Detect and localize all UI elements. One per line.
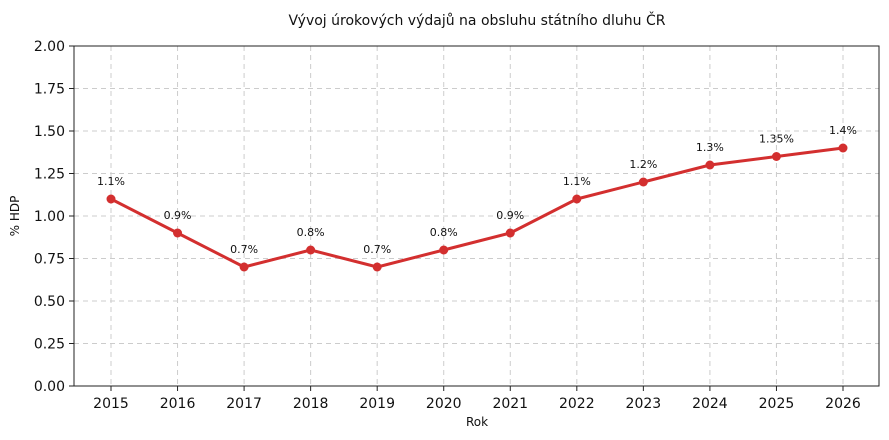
- x-tick-label: 2025: [759, 396, 795, 412]
- x-tick-label: 2024: [692, 396, 728, 412]
- data-label: 1.35%: [759, 133, 794, 146]
- x-tick-label: 2016: [160, 396, 196, 412]
- x-tick-label: 2018: [293, 396, 329, 412]
- data-labels: 1.1% 0.9% 0.7% 0.8% 0.7% 0.8% 0.9% 1.1% 1.2% 1.3%…: [97, 124, 857, 256]
- y-tick-label: 1.00: [34, 209, 65, 225]
- x-tick-label: 2020: [426, 396, 462, 412]
- x-axis: 2015 2016 2017 2018 2019 2020 2021 2022 2023 2024…: [93, 386, 861, 412]
- data-point: [705, 160, 715, 170]
- x-tick-label: 2021: [492, 396, 528, 412]
- y-tick-label: 2.00: [34, 39, 65, 55]
- y-tick-label: 0.25: [34, 337, 65, 353]
- y-tick-label: 1.25: [34, 167, 65, 183]
- data-label: 0.8%: [430, 226, 458, 239]
- x-tick-label: 2017: [226, 396, 262, 412]
- data-label: 0.8%: [297, 226, 325, 239]
- data-label: 0.7%: [230, 243, 258, 256]
- y-tick-label: 0.50: [34, 294, 65, 310]
- data-point: [838, 143, 848, 153]
- data-point: [771, 152, 781, 161]
- data-label: 0.7%: [363, 243, 391, 256]
- y-axis: 0.00 0.25 0.50 0.75 1.00 1.25 1.50 1.75 2.00: [34, 39, 74, 395]
- x-tick-label: 2019: [359, 396, 395, 412]
- grid-lines: [74, 45, 879, 387]
- data-label: 0.9%: [496, 209, 524, 222]
- y-tick-label: 1.50: [34, 124, 65, 140]
- data-point: [372, 262, 382, 272]
- data-point: [239, 262, 249, 272]
- x-tick-label: 2023: [626, 396, 662, 412]
- data-point: [572, 194, 582, 204]
- series-line: [110, 146, 844, 269]
- data-point: [505, 228, 515, 238]
- x-tick-label: 2015: [93, 396, 129, 412]
- data-point: [439, 245, 449, 255]
- data-point: [173, 228, 183, 238]
- x-tick-label: 2026: [825, 396, 861, 412]
- data-label: 1.3%: [696, 141, 724, 154]
- y-tick-label: 1.75: [34, 82, 65, 98]
- series-points: [106, 143, 848, 272]
- data-label: 1.2%: [629, 158, 657, 171]
- data-point: [106, 194, 116, 204]
- data-label: 0.9%: [164, 209, 192, 222]
- chart-title: Vývoj úrokových výdajů na obsluhu státní…: [288, 11, 665, 29]
- data-label: 1.1%: [97, 175, 125, 188]
- y-tick-label: 0.75: [34, 252, 65, 268]
- y-tick-label: 0.00: [34, 379, 65, 395]
- data-point: [306, 245, 316, 255]
- x-tick-label: 2022: [559, 396, 595, 412]
- x-axis-label: Rok: [466, 415, 488, 429]
- data-point: [638, 177, 648, 187]
- data-label: 1.4%: [829, 124, 857, 137]
- data-label: 1.1%: [563, 175, 591, 188]
- y-axis-label: % HDP: [8, 196, 22, 237]
